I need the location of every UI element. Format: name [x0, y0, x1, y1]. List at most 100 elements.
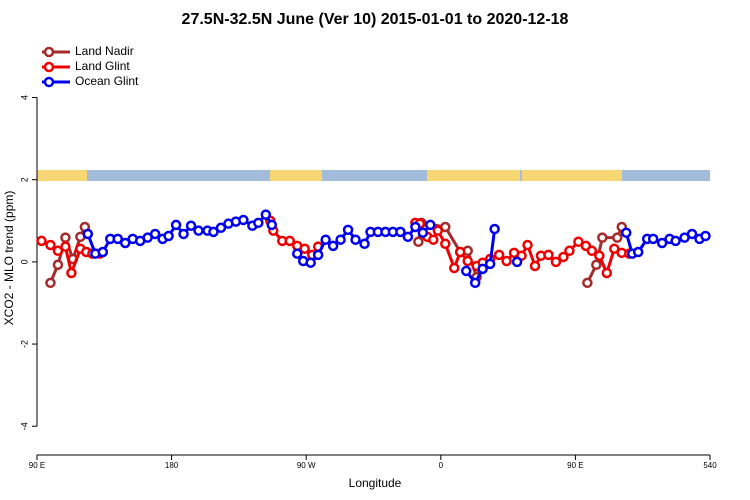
ocean-strip: [37, 170, 710, 181]
data-point: [178, 228, 189, 240]
data-point: [350, 234, 361, 245]
data-point: [543, 249, 554, 261]
data-point: [460, 265, 472, 277]
data-point: [413, 236, 424, 247]
data-point: [260, 209, 272, 220]
land-strip: [522, 170, 622, 181]
data-point: [511, 256, 523, 268]
land-ocean-strip: [37, 170, 710, 181]
data-point: [36, 235, 47, 247]
data-point: [484, 258, 496, 270]
x-tick-label: 180: [165, 461, 179, 470]
data-point: [215, 222, 227, 234]
data-point: [60, 241, 71, 252]
data-point: [66, 267, 77, 279]
data-point: [305, 257, 316, 268]
legend-marker: [43, 76, 55, 88]
data-point: [620, 227, 632, 238]
data-point: [558, 251, 569, 263]
data-point: [425, 219, 436, 231]
data-point: [612, 232, 623, 243]
series-line: [49, 221, 624, 284]
data-point: [417, 227, 429, 238]
data-point: [700, 230, 711, 242]
data-point: [686, 228, 698, 240]
data-point: [582, 277, 593, 289]
data-point: [238, 214, 249, 226]
data-point: [656, 237, 668, 249]
data-point: [253, 217, 264, 229]
data-point: [529, 260, 541, 272]
x-tick-label: 90 E: [567, 461, 583, 470]
data-point: [335, 234, 346, 245]
x-tick-label: 90 E: [29, 461, 45, 470]
legend-marker: [43, 61, 55, 73]
y-tick-label: -4: [19, 422, 29, 430]
data-point: [97, 246, 109, 258]
data-point: [550, 256, 562, 268]
y-tick-label: 0: [19, 259, 29, 264]
y-tick-label: -2: [19, 340, 29, 348]
data-point: [564, 245, 575, 257]
data-point: [440, 238, 451, 250]
data-point: [493, 249, 505, 261]
land-strip: [270, 170, 322, 181]
data-point: [632, 246, 644, 258]
y-tick-label: 4: [19, 95, 29, 100]
data-point: [670, 235, 681, 247]
data-point: [594, 250, 605, 261]
chart-title: 27.5N-32.5N June (Ver 10) 2015-01-01 to …: [182, 11, 569, 28]
data-point: [208, 226, 219, 238]
data-point: [522, 239, 533, 251]
data-point: [327, 240, 339, 252]
land-strip: [37, 170, 87, 181]
data-point: [586, 245, 598, 257]
data-point: [609, 243, 620, 254]
legend-label: Land Glint: [75, 59, 130, 73]
data-point: [395, 226, 406, 238]
data-point: [449, 262, 460, 274]
data-point: [163, 230, 174, 242]
data-point: [597, 232, 608, 243]
data-point: [45, 277, 56, 289]
data-point: [149, 228, 161, 240]
data-point: [342, 224, 354, 236]
data-point: [119, 237, 131, 249]
legend-marker: [43, 46, 55, 58]
data-point: [299, 243, 310, 254]
data-point: [170, 219, 182, 231]
legend-label: Ocean Glint: [75, 74, 139, 88]
data-point: [454, 246, 466, 258]
data-point: [112, 233, 124, 245]
data-point: [647, 233, 659, 245]
x-axis-label: Longitude: [349, 476, 402, 490]
x-tick-label: 0: [439, 461, 444, 470]
y-tick-label: 2: [19, 177, 29, 182]
data-point: [312, 249, 324, 261]
data-point: [402, 231, 414, 243]
data-point: [185, 220, 197, 231]
data-point: [320, 234, 331, 245]
x-tick-label: 540: [703, 461, 717, 470]
data-point: [45, 239, 56, 251]
data-point: [193, 225, 204, 236]
data-point: [410, 221, 421, 233]
land-strip: [427, 170, 520, 181]
legend-label: Land Nadir: [75, 44, 134, 58]
data-point: [60, 232, 71, 243]
data-point: [291, 248, 303, 259]
data-point: [601, 267, 613, 279]
data-point: [489, 223, 500, 235]
data-point: [501, 255, 512, 267]
data-point: [52, 259, 64, 271]
data-point: [428, 234, 439, 245]
data-point: [591, 259, 602, 271]
x-tick-label: 90 W: [297, 461, 316, 470]
data-point: [573, 236, 584, 247]
data-point: [477, 263, 488, 275]
data-point: [462, 255, 473, 267]
data-point: [432, 225, 444, 236]
data-point: [469, 277, 481, 289]
y-axis-label: XCO2 - MLO trend (ppm): [2, 191, 16, 326]
